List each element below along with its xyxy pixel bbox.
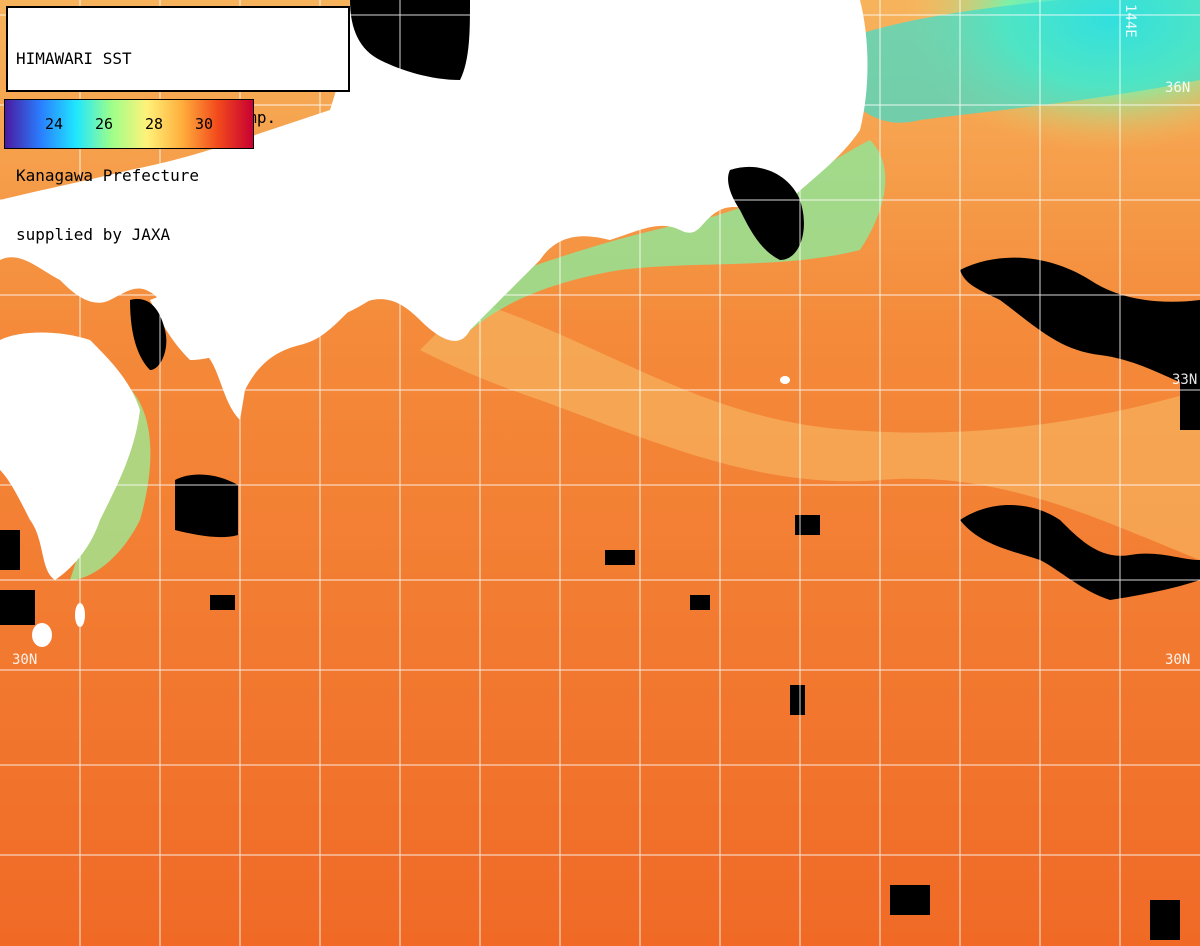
lon-label-144e: 144E	[1122, 4, 1138, 38]
land-shikoku	[150, 245, 403, 360]
cloud-mask-13	[0, 590, 35, 625]
cloud-mask-2	[960, 505, 1200, 600]
land-island-4	[780, 376, 790, 384]
title-box: HIMAWARI SST 2025/09/15 21(UTC) 3H Comp.…	[6, 6, 350, 244]
lat-label-36n: 36N	[1165, 80, 1191, 96]
lat-label-30n-right: 30N	[1165, 652, 1191, 668]
colorbar-tick-24: 24	[45, 115, 64, 133]
cloud-mask-16	[1180, 380, 1200, 430]
cloud-mask-6	[350, 0, 470, 80]
lat-label-30n-left: 30N	[12, 652, 38, 668]
cloud-mask-9	[605, 550, 635, 565]
title-line-supplier: supplied by JAXA	[16, 224, 171, 244]
lat-label-33n: 33N	[1172, 372, 1198, 388]
coastal-fringe	[440, 140, 886, 340]
land-island-2	[32, 623, 52, 647]
cloud-mask-4	[728, 166, 804, 260]
colorbar-ticks: 24 26 28 30	[5, 115, 253, 135]
title-line-product: HIMAWARI SST	[16, 49, 132, 68]
colorbar-tick-28: 28	[145, 115, 164, 133]
cloud-mask-5	[130, 299, 167, 370]
cloud-mask-8	[790, 685, 805, 715]
cloud-mask-3	[175, 474, 238, 538]
colorbar-tick-30: 30	[195, 115, 214, 133]
land-kyushu	[0, 332, 140, 580]
sst-colorbar: 24 26 28 30	[4, 99, 254, 149]
cloud-mask-12	[0, 530, 20, 570]
warm-yellow-band	[420, 300, 1200, 560]
cloud-mask-1	[960, 257, 1200, 390]
land-island-1	[473, 152, 497, 188]
cloud-mask-11	[210, 595, 235, 610]
cloud-mask-14	[890, 885, 930, 915]
cloud-mask-10	[690, 595, 710, 610]
colorbar-tick-26: 26	[95, 115, 114, 133]
cloud-mask-15	[1150, 900, 1180, 940]
title-line-source: Kanagawa Prefecture	[16, 166, 200, 185]
cloud-mask-7	[795, 515, 820, 535]
land-island-5	[12, 375, 28, 395]
coastal-fringe-north	[840, 0, 1200, 123]
